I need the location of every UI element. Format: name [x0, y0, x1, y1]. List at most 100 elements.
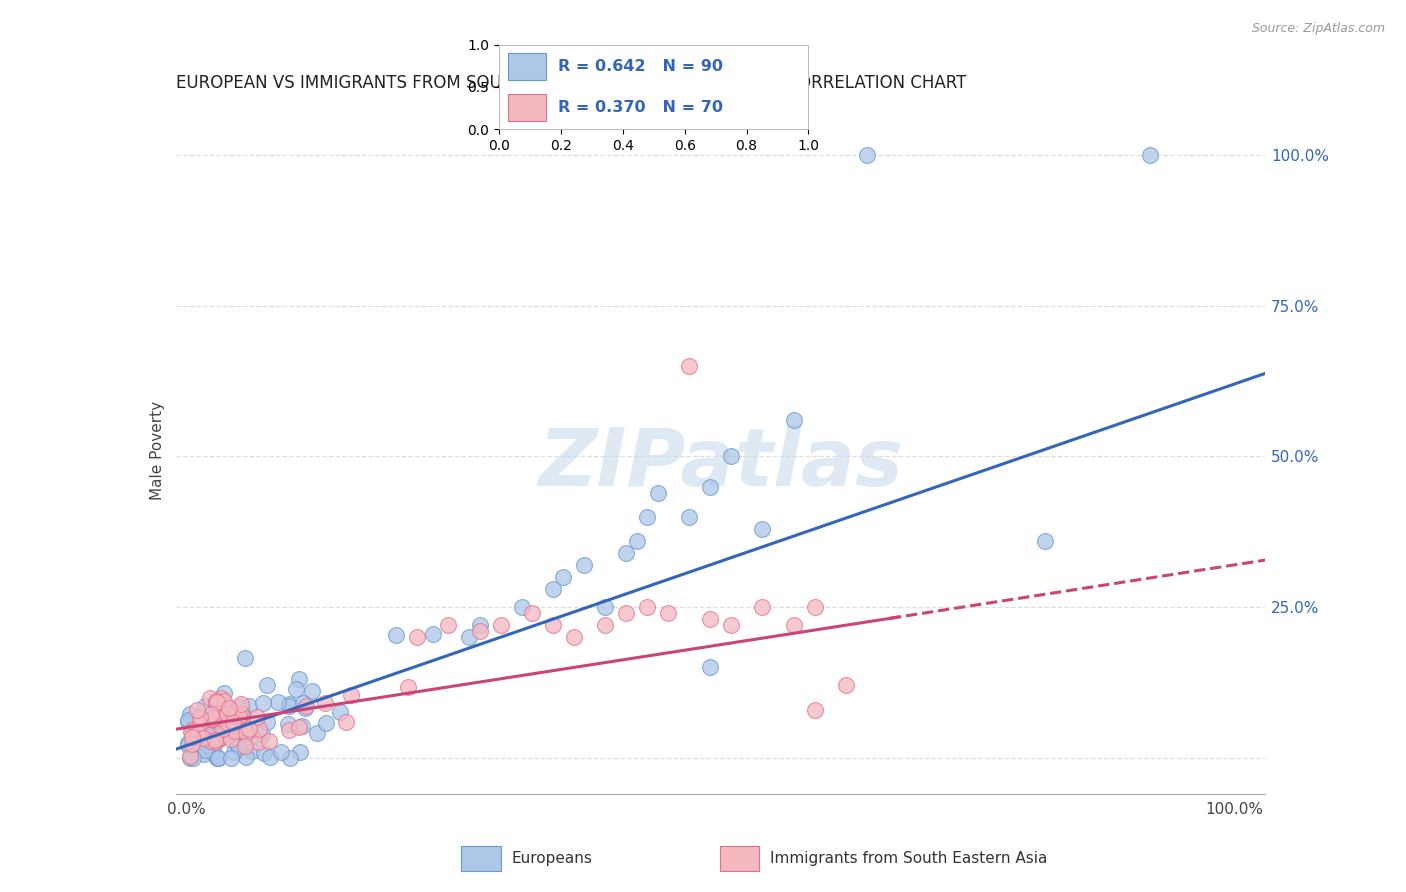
Point — [188, 715, 211, 730]
Point — [1035, 533, 1057, 548]
Point — [626, 533, 648, 548]
Point — [201, 745, 224, 759]
Point — [520, 606, 543, 620]
Point — [207, 732, 229, 747]
Point — [314, 696, 336, 710]
Point — [259, 750, 281, 764]
Text: Source: ZipAtlas.com: Source: ZipAtlas.com — [1251, 22, 1385, 36]
Point — [238, 699, 260, 714]
Point — [277, 723, 299, 737]
Point — [225, 738, 247, 752]
Point — [277, 716, 299, 731]
Point — [468, 624, 491, 639]
Point — [636, 600, 658, 615]
Point — [193, 747, 215, 761]
Point — [205, 693, 228, 707]
Point — [233, 651, 256, 665]
Point — [422, 627, 444, 641]
Point — [647, 485, 669, 500]
Point — [204, 735, 226, 749]
Point — [211, 730, 233, 744]
Point — [305, 726, 328, 740]
Point — [804, 702, 827, 716]
Point — [201, 742, 224, 756]
Point — [553, 570, 575, 584]
Point — [179, 707, 201, 722]
Point — [200, 734, 222, 748]
Point — [574, 558, 596, 572]
Bar — [461, 846, 501, 871]
Point — [288, 672, 311, 686]
Point — [249, 722, 271, 736]
Point — [240, 744, 263, 758]
Point — [235, 725, 257, 739]
Point — [207, 750, 229, 764]
Point — [636, 509, 658, 524]
Point — [214, 719, 236, 733]
Point — [232, 709, 254, 723]
Point — [541, 582, 564, 596]
Point — [699, 612, 721, 626]
Point — [219, 732, 242, 747]
Point — [200, 715, 222, 730]
Point — [218, 701, 240, 715]
Point — [229, 697, 252, 711]
Point — [217, 716, 239, 731]
Point — [256, 714, 278, 729]
Point — [181, 750, 204, 764]
Point — [225, 737, 247, 751]
Point — [253, 747, 276, 761]
Point — [229, 706, 252, 721]
Point — [437, 618, 460, 632]
Point — [562, 630, 585, 644]
Point — [292, 696, 315, 710]
Point — [699, 660, 721, 674]
Point — [699, 480, 721, 494]
Point — [295, 698, 318, 713]
Point — [595, 618, 617, 632]
Point — [247, 735, 270, 749]
Point — [657, 606, 679, 620]
Text: Immigrants from South Eastern Asia: Immigrants from South Eastern Asia — [770, 851, 1047, 865]
Bar — [509, 94, 546, 120]
Point — [340, 688, 363, 702]
Point — [267, 695, 290, 709]
Point — [256, 678, 278, 692]
Point — [288, 720, 311, 734]
Point — [783, 413, 806, 427]
Point — [405, 630, 427, 644]
Point — [195, 738, 218, 752]
Point — [222, 715, 245, 730]
Point — [193, 725, 215, 739]
Point — [205, 697, 228, 711]
Point — [468, 618, 491, 632]
Point — [191, 731, 214, 746]
Point — [179, 749, 201, 764]
Point — [208, 721, 231, 735]
Point — [250, 727, 273, 741]
Text: R = 0.370   N = 70: R = 0.370 N = 70 — [558, 100, 723, 115]
Point — [180, 724, 202, 739]
Point — [396, 680, 419, 694]
Text: Europeans: Europeans — [512, 851, 593, 865]
Point — [198, 728, 221, 742]
Point — [328, 705, 350, 719]
Point — [177, 714, 200, 728]
Point — [228, 700, 250, 714]
Point — [186, 736, 208, 750]
Point — [179, 750, 201, 764]
Point — [188, 709, 211, 723]
Bar — [720, 846, 759, 871]
Point — [209, 704, 232, 718]
Point — [238, 723, 260, 737]
Point — [201, 712, 224, 726]
Point — [186, 703, 208, 717]
Point — [221, 716, 243, 731]
Point — [198, 691, 221, 706]
Point — [678, 509, 700, 524]
Point — [204, 732, 226, 747]
Point — [315, 716, 337, 731]
Y-axis label: Male Poverty: Male Poverty — [149, 401, 165, 500]
Point — [270, 745, 292, 759]
Point — [835, 678, 858, 692]
